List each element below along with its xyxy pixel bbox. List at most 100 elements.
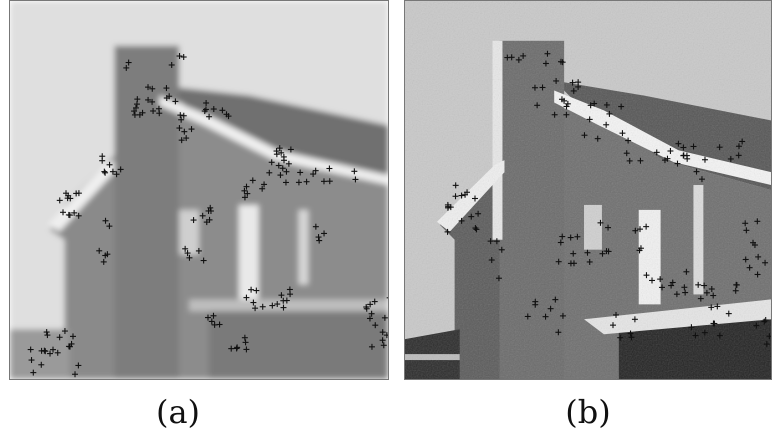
feature-marker xyxy=(315,234,322,241)
feature-marker xyxy=(559,59,566,66)
feature-marker xyxy=(623,150,630,157)
feature-marker xyxy=(280,297,287,304)
feature-marker xyxy=(379,337,386,344)
feature-marker xyxy=(680,152,687,159)
feature-marker xyxy=(586,116,593,123)
feature-marker xyxy=(563,111,570,118)
feature-marker xyxy=(261,181,268,188)
feature-marker xyxy=(591,100,598,107)
feature-marker xyxy=(250,299,257,306)
feature-marker xyxy=(742,256,749,263)
feature-marker xyxy=(65,211,72,218)
feature-marker xyxy=(155,105,162,112)
feature-marker xyxy=(736,143,742,150)
feature-marker xyxy=(762,317,769,323)
feature-marker xyxy=(71,209,78,216)
feature-marker xyxy=(102,169,109,176)
feature-marker xyxy=(626,157,633,164)
feature-marker xyxy=(207,204,214,211)
feature-marker xyxy=(117,166,124,173)
feature-markers xyxy=(27,53,388,378)
feature-marker xyxy=(555,258,562,265)
porch-rail xyxy=(189,299,388,312)
feature-marker xyxy=(274,301,281,308)
feature-marker xyxy=(716,144,723,151)
feature-marker xyxy=(186,254,193,261)
feature-marker xyxy=(636,247,643,254)
feature-marker xyxy=(279,165,286,172)
feature-marker xyxy=(241,194,248,201)
feature-marker xyxy=(199,212,206,219)
feature-marker xyxy=(674,160,681,167)
feature-marker xyxy=(206,113,213,120)
feature-marker xyxy=(149,98,156,105)
feature-marker xyxy=(570,250,577,257)
feature-marker xyxy=(188,126,195,133)
feature-marker xyxy=(692,332,699,339)
feature-marker xyxy=(43,329,50,336)
feature-marker xyxy=(259,303,266,310)
panel-b xyxy=(404,0,772,380)
feature-marker xyxy=(458,217,465,224)
feature-marker xyxy=(458,192,465,199)
feature-marker xyxy=(610,322,616,329)
feature-marker xyxy=(667,148,674,154)
feature-marker xyxy=(106,161,113,168)
feature-marker xyxy=(50,346,56,353)
feature-marker xyxy=(101,168,108,175)
feature-marker xyxy=(176,125,183,132)
feature-marker xyxy=(133,101,140,108)
feature-marker xyxy=(673,291,680,298)
feature-marker xyxy=(386,297,388,299)
feature-marker xyxy=(281,157,287,164)
feature-marker xyxy=(150,107,157,114)
feature-marker xyxy=(72,371,78,378)
feature-marker xyxy=(594,135,601,142)
feature-marker xyxy=(733,281,740,288)
feature-marker xyxy=(563,103,570,110)
feature-marker xyxy=(710,320,717,327)
feature-marker xyxy=(275,162,282,169)
feature-marker xyxy=(210,106,217,113)
window xyxy=(298,209,309,285)
feature-marker xyxy=(587,102,594,109)
feature-marker xyxy=(44,332,51,339)
feature-marker xyxy=(136,111,143,118)
feature-marker xyxy=(742,220,749,227)
feature-marker xyxy=(553,77,560,84)
feature-marker xyxy=(558,96,565,103)
feature-marker xyxy=(243,183,250,190)
feature-marker xyxy=(619,130,626,137)
feature-marker xyxy=(547,305,554,312)
feature-marker xyxy=(312,167,319,174)
feature-marker xyxy=(102,217,109,224)
feature-marker xyxy=(381,314,388,321)
feature-marker xyxy=(544,50,551,57)
feature-marker xyxy=(204,314,211,321)
feature-marker xyxy=(668,282,675,289)
feature-marker xyxy=(145,96,152,103)
feature-marker xyxy=(225,113,232,120)
feature-marker xyxy=(178,116,185,123)
feature-marker xyxy=(132,104,139,111)
caption-b: (b) xyxy=(565,393,611,431)
feature-marker xyxy=(452,182,459,189)
feature-marker xyxy=(581,132,588,139)
feature-marker xyxy=(472,225,479,232)
feature-marker xyxy=(321,230,328,237)
feature-marker xyxy=(297,169,304,176)
feature-marker xyxy=(766,333,771,340)
ground xyxy=(10,329,70,379)
feature-marker xyxy=(166,93,173,100)
feature-marker xyxy=(584,249,591,256)
feature-marker xyxy=(632,227,639,234)
feature-marker xyxy=(102,252,109,259)
feature-marker xyxy=(603,101,610,108)
panel-a xyxy=(9,0,389,380)
feature-marker xyxy=(207,208,214,214)
feature-marker xyxy=(145,84,151,91)
feature-marker xyxy=(472,195,478,202)
porch xyxy=(208,309,388,379)
feature-marker xyxy=(368,343,375,350)
feature-marker xyxy=(70,333,76,340)
